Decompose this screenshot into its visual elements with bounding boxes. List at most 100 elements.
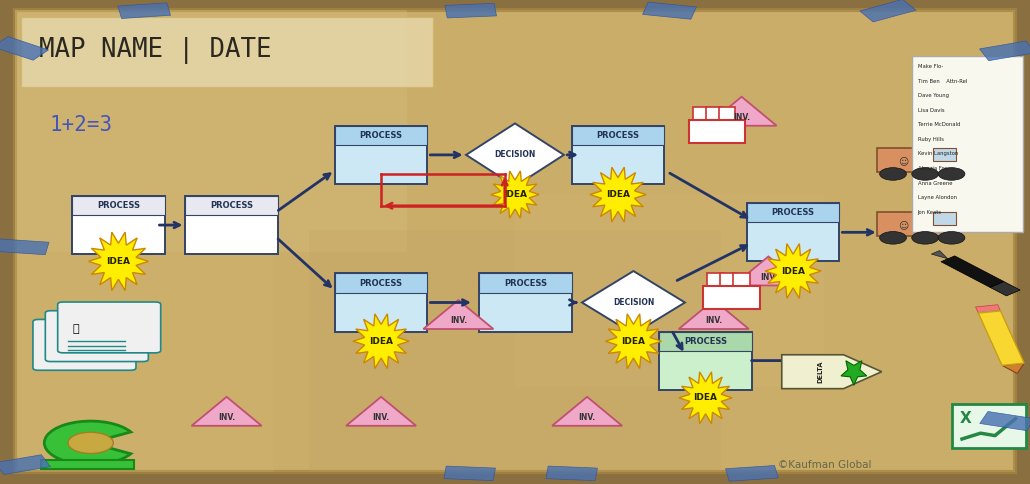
Bar bbox=[659, 332, 752, 390]
Polygon shape bbox=[590, 167, 646, 222]
Bar bbox=[933, 148, 957, 161]
Bar bbox=[21, 17, 433, 87]
Text: Ruby Hills: Ruby Hills bbox=[918, 137, 943, 142]
Bar bbox=[860, 0, 916, 22]
Bar bbox=[335, 126, 427, 145]
Bar bbox=[990, 282, 1020, 296]
Text: Terrie McDonald: Terrie McDonald bbox=[918, 122, 960, 127]
Text: INV.: INV. bbox=[218, 413, 235, 422]
Bar bbox=[335, 273, 427, 293]
Text: MAP NAME | DATE: MAP NAME | DATE bbox=[39, 37, 272, 64]
Polygon shape bbox=[782, 355, 882, 389]
Bar bbox=[444, 466, 495, 481]
Bar bbox=[335, 273, 427, 332]
Bar bbox=[708, 273, 724, 287]
Text: Jon Keats: Jon Keats bbox=[918, 210, 941, 214]
Text: IDEA: IDEA bbox=[693, 393, 718, 402]
Bar bbox=[572, 126, 664, 145]
Text: INV.: INV. bbox=[733, 113, 750, 122]
Text: Kevin Langston: Kevin Langston bbox=[918, 151, 958, 156]
Text: Layne Alondon: Layne Alondon bbox=[918, 195, 957, 200]
Text: Tim Ben    Attn-Rel: Tim Ben Attn-Rel bbox=[918, 79, 967, 84]
Bar bbox=[335, 126, 427, 184]
Circle shape bbox=[68, 432, 113, 454]
Text: Dave Young: Dave Young bbox=[918, 93, 949, 98]
Bar bbox=[933, 212, 957, 225]
Bar bbox=[643, 2, 696, 19]
Bar bbox=[546, 466, 597, 481]
Bar bbox=[877, 212, 930, 236]
Polygon shape bbox=[466, 123, 564, 186]
Bar bbox=[720, 273, 736, 287]
Polygon shape bbox=[606, 314, 661, 369]
Text: PROCESS: PROCESS bbox=[504, 279, 547, 287]
Bar bbox=[702, 286, 760, 309]
Bar bbox=[747, 203, 839, 223]
Bar bbox=[688, 120, 746, 143]
Polygon shape bbox=[733, 257, 803, 286]
FancyBboxPatch shape bbox=[15, 10, 1015, 472]
Circle shape bbox=[912, 231, 938, 244]
Bar bbox=[975, 305, 1000, 313]
Bar bbox=[719, 107, 735, 121]
Text: PROCESS: PROCESS bbox=[97, 201, 140, 210]
Text: INV.: INV. bbox=[706, 317, 722, 325]
Text: IDEA: IDEA bbox=[781, 267, 805, 275]
Wedge shape bbox=[44, 421, 131, 465]
Bar bbox=[725, 466, 779, 481]
Text: DECISION: DECISION bbox=[494, 151, 536, 159]
Bar bbox=[930, 153, 961, 172]
Polygon shape bbox=[552, 397, 622, 426]
Text: PROCESS: PROCESS bbox=[771, 209, 815, 217]
Polygon shape bbox=[840, 361, 867, 385]
Bar bbox=[0, 239, 49, 255]
FancyBboxPatch shape bbox=[45, 311, 148, 362]
Text: INV.: INV. bbox=[579, 413, 595, 422]
Bar bbox=[747, 203, 839, 261]
Text: IDEA: IDEA bbox=[503, 190, 527, 199]
Bar bbox=[930, 217, 961, 236]
Text: Lisa Davis: Lisa Davis bbox=[918, 108, 945, 113]
Polygon shape bbox=[192, 397, 262, 426]
Text: IDEA: IDEA bbox=[606, 190, 630, 199]
Polygon shape bbox=[353, 314, 409, 369]
Polygon shape bbox=[491, 171, 539, 218]
Text: ☺: ☺ bbox=[898, 156, 908, 166]
Bar bbox=[659, 332, 752, 351]
Bar bbox=[479, 273, 572, 332]
Text: X: X bbox=[960, 411, 971, 426]
Bar bbox=[980, 41, 1030, 60]
Circle shape bbox=[880, 231, 906, 244]
Bar bbox=[41, 460, 134, 469]
FancyBboxPatch shape bbox=[33, 319, 136, 370]
FancyBboxPatch shape bbox=[58, 302, 161, 353]
Bar bbox=[733, 273, 750, 287]
Bar bbox=[445, 3, 496, 18]
Bar bbox=[693, 107, 710, 121]
Bar bbox=[952, 404, 1026, 448]
Polygon shape bbox=[679, 300, 749, 329]
Bar bbox=[479, 273, 572, 293]
Bar bbox=[309, 230, 721, 472]
Bar bbox=[72, 196, 165, 254]
Text: PROCESS: PROCESS bbox=[210, 201, 253, 210]
Text: IDEA: IDEA bbox=[106, 257, 131, 266]
Bar bbox=[15, 10, 407, 252]
Bar bbox=[706, 107, 722, 121]
Circle shape bbox=[938, 167, 965, 180]
Polygon shape bbox=[423, 300, 493, 329]
Text: INV.: INV. bbox=[373, 413, 389, 422]
Bar bbox=[877, 148, 930, 172]
Text: DECISION: DECISION bbox=[613, 298, 654, 307]
Text: INV.: INV. bbox=[450, 317, 467, 325]
Text: Anna Greene: Anna Greene bbox=[918, 181, 952, 185]
Bar bbox=[912, 56, 1023, 232]
Bar bbox=[0, 37, 48, 60]
Text: 👥: 👥 bbox=[73, 324, 79, 333]
Bar bbox=[15, 252, 273, 472]
Bar bbox=[980, 411, 1030, 431]
Polygon shape bbox=[765, 243, 821, 299]
Text: PROCESS: PROCESS bbox=[359, 131, 403, 140]
Bar bbox=[978, 310, 1001, 315]
Circle shape bbox=[912, 167, 938, 180]
